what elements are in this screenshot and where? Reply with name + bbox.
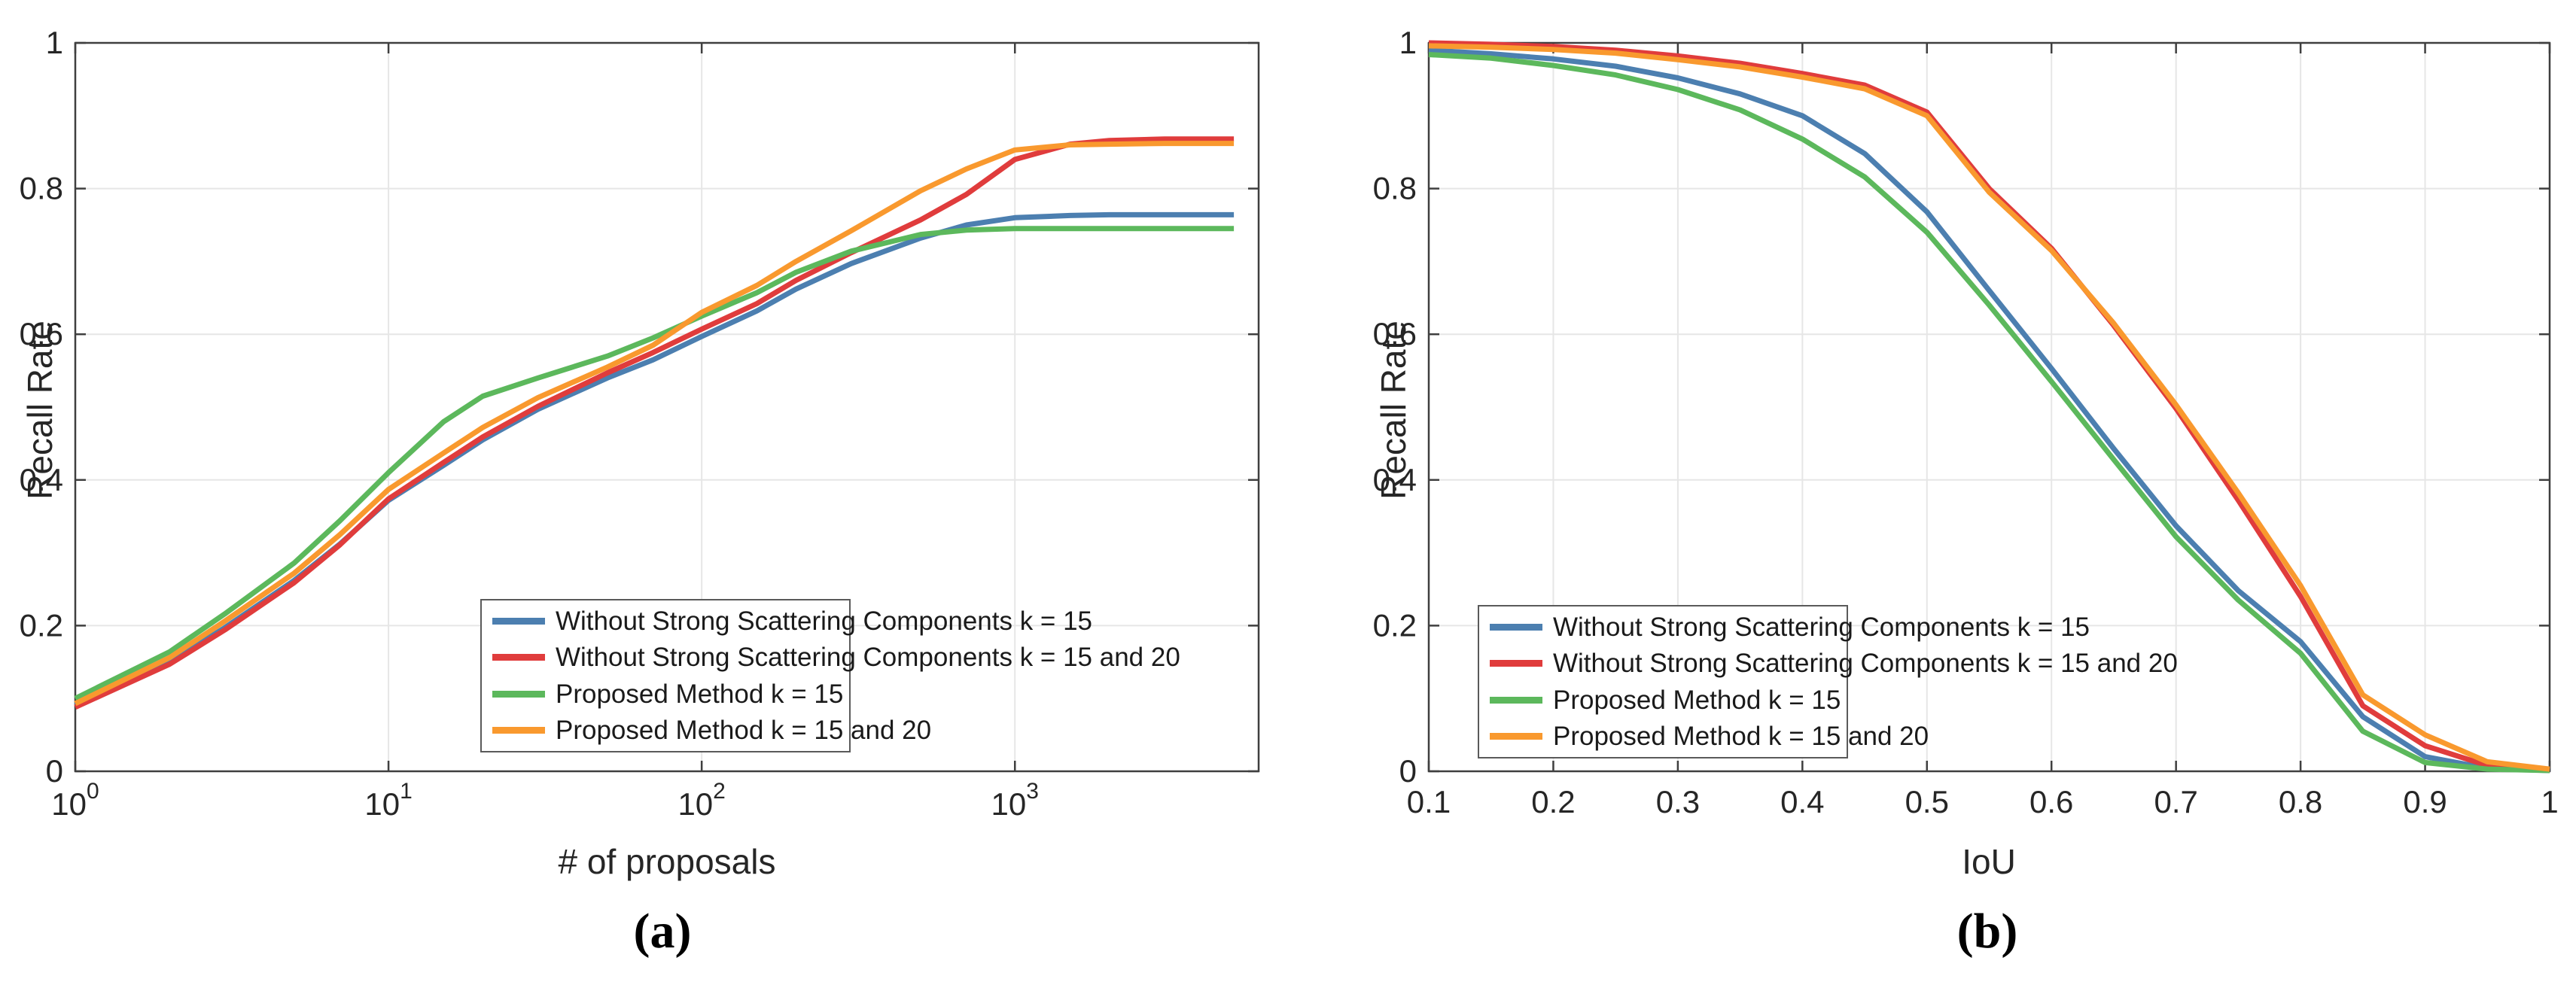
legend-item: Proposed Method k = 15 <box>1490 687 1841 713</box>
y-tick-label: 0.2 <box>20 607 63 643</box>
legend-label: Proposed Method k = 15 and 20 <box>1553 721 1929 751</box>
legend-swatch-orange <box>1490 732 1542 740</box>
caption-a: (a) <box>633 904 692 959</box>
x-tick-label: 0.8 <box>2279 784 2322 819</box>
legend-swatch-blue <box>492 618 545 625</box>
y-tick-label: 0.4 <box>20 462 63 497</box>
x-tick-label: 0.2 <box>1531 784 1575 819</box>
caption-b: (b) <box>1956 904 2018 959</box>
y-tick-label: 0 <box>1399 753 1417 789</box>
legend-label: Without Strong Scattering Components k =… <box>1553 613 2090 643</box>
series-line-3 <box>74 141 1235 707</box>
y-tick-label: 0.8 <box>1373 171 1417 206</box>
x-tick-label: 103 <box>991 779 1039 822</box>
y-tick-label: 1 <box>46 25 63 60</box>
legend-swatch-green <box>492 690 545 698</box>
legend-swatch-red <box>492 654 545 661</box>
legend-a: Without Strong Scattering Components k =… <box>480 599 1180 752</box>
x-axis-label-b: IoU <box>1962 842 2016 881</box>
x-tick-label: 0.3 <box>1656 784 1700 819</box>
y-axis-label-a: Recall Rate <box>20 321 59 500</box>
y-tick-label: 0.6 <box>20 316 63 351</box>
x-tick-label: 0.7 <box>2154 784 2197 819</box>
x-tick-label: 0.4 <box>1780 784 1824 819</box>
y-tick-label: 0.4 <box>1373 462 1417 497</box>
series-line-1 <box>74 136 1235 710</box>
y-axis-label-b: Recall Rate <box>1374 321 1413 500</box>
legend-item: Proposed Method k = 15 and 20 <box>492 717 931 743</box>
series-line-3 <box>1428 43 2550 772</box>
x-tick-label: 0.1 <box>1407 784 1451 819</box>
legend-item: Without Strong Scattering Components k =… <box>492 608 1092 634</box>
y-tick-label: 0.8 <box>20 171 63 206</box>
legend-item: Without Strong Scattering Components k =… <box>1490 650 2178 676</box>
axes-box <box>1427 41 2551 773</box>
x-tick-label: 0.5 <box>1905 784 1949 819</box>
series-line-0 <box>1428 47 2550 774</box>
x-tick-label: 102 <box>677 779 725 822</box>
legend-label: Without Strong Scattering Components k =… <box>556 643 1180 673</box>
legend-label: Without Strong Scattering Components k =… <box>1553 649 2178 679</box>
legend-b: Without Strong Scattering Components k =… <box>1478 605 2178 758</box>
y-tick-label: 0 <box>46 753 63 789</box>
legend-swatch-green <box>1490 696 1542 704</box>
series-line-2 <box>1428 52 2550 774</box>
x-axis-label-a: # of proposals <box>558 842 776 881</box>
legend-swatch-blue <box>1490 624 1542 631</box>
legend-swatch-orange <box>492 726 545 734</box>
x-tick-label: 0.6 <box>2029 784 2073 819</box>
x-tick-label: 100 <box>51 779 99 822</box>
legend-item: Proposed Method k = 15 and 20 <box>1490 723 1929 749</box>
legend-label: Without Strong Scattering Components k =… <box>556 606 1093 637</box>
legend-swatch-red <box>1490 660 1542 667</box>
x-tick-label: 0.9 <box>2403 784 2447 819</box>
y-tick-label: 0.6 <box>1373 316 1417 351</box>
legend-label: Proposed Method k = 15 <box>1553 685 1841 715</box>
legend-item: Without Strong Scattering Components k =… <box>1490 614 2090 640</box>
legend-label: Proposed Method k = 15 and 20 <box>556 715 932 745</box>
y-tick-label: 1 <box>1399 25 1417 60</box>
legend-label: Proposed Method k = 15 <box>556 679 844 709</box>
x-tick-label: 101 <box>364 779 412 822</box>
legend-item: Without Strong Scattering Components k =… <box>492 644 1180 670</box>
y-tick-label: 0.2 <box>1373 607 1417 643</box>
axes-box <box>74 41 1260 773</box>
x-tick-label: 1 <box>2541 784 2558 819</box>
legend-item: Proposed Method k = 15 <box>492 681 843 707</box>
